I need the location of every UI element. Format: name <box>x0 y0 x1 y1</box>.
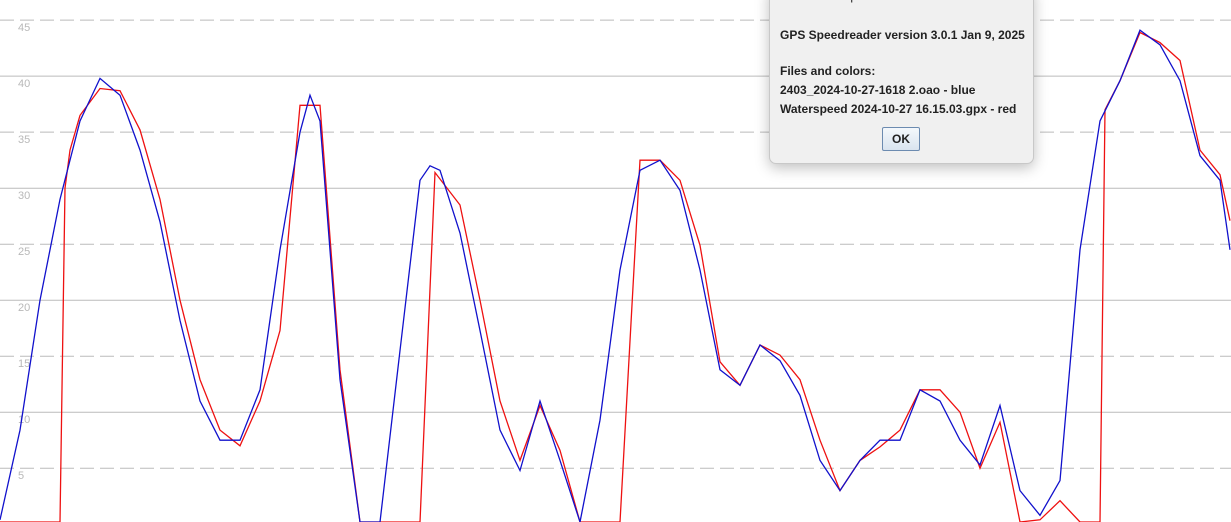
y-tick-label: 45 <box>18 22 30 34</box>
file-entry: 2403_2024-10-27-1618 2.oao - blue <box>780 83 976 97</box>
y-tick-label: 10 <box>18 414 30 426</box>
y-tick-label: 25 <box>18 246 30 258</box>
y-tick-label: 20 <box>18 302 30 314</box>
file-entry: Waterspeed 2024-10-27 16.15.03.gpx - red <box>780 102 1017 116</box>
close-button[interactable]: ✕ <box>1013 0 1024 4</box>
about-dialog: About GPS Speedreader ✕ GPS Speedreader … <box>769 0 1034 164</box>
series-line <box>0 29 1231 522</box>
series-line <box>0 31 1231 522</box>
ok-button[interactable]: OK <box>882 127 920 151</box>
version-text: GPS Speedreader version 3.0.1 Jan 9, 202… <box>780 28 1025 42</box>
dialog-title: About GPS Speedreader <box>779 0 912 3</box>
y-tick-label: 15 <box>18 358 30 370</box>
y-tick-label: 35 <box>18 134 30 146</box>
y-tick-label: 30 <box>18 190 30 202</box>
y-tick-label: 5 <box>18 470 24 482</box>
y-tick-label: 40 <box>18 78 30 90</box>
files-heading: Files and colors: <box>780 64 876 78</box>
